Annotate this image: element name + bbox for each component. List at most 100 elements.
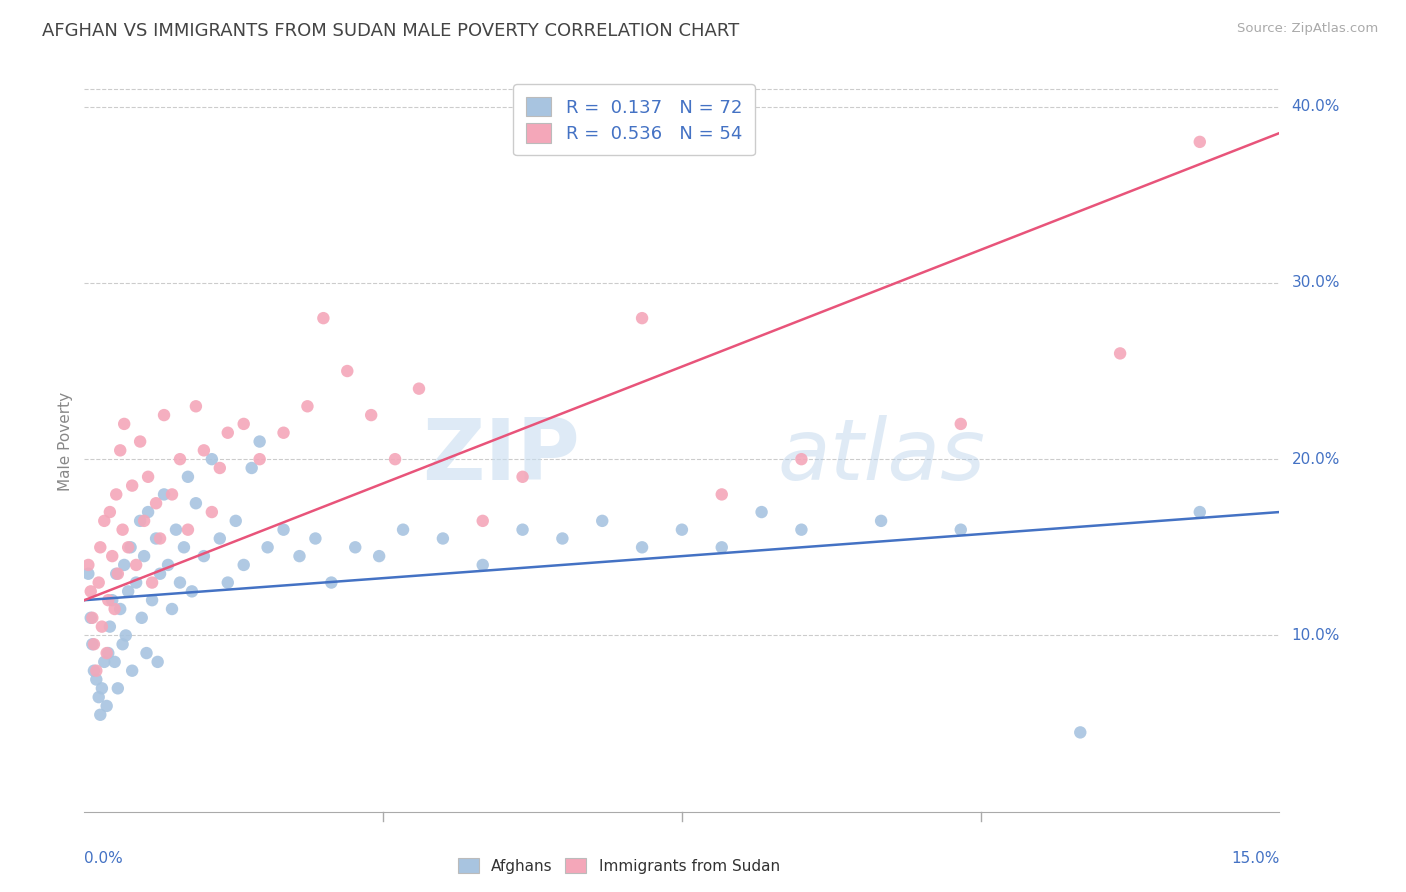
Point [80,584,103,599]
Point [631,311,654,326]
Text: ZIP: ZIP [423,415,581,498]
Point [790,523,813,537]
Point [312,311,335,326]
Point [288,549,311,563]
Point [165,523,187,537]
Point [82,637,104,651]
Point [471,558,494,572]
Point [870,514,893,528]
Point [184,496,207,510]
Text: Source: ZipAtlas.com: Source: ZipAtlas.com [1237,22,1378,36]
Point [256,541,278,555]
Text: 0.0%: 0.0% [84,850,124,865]
Point [90,620,112,634]
Point [149,532,172,546]
Point [77,566,100,581]
Point [249,434,271,449]
Point [177,470,200,484]
Point [471,514,494,528]
Point [1188,505,1211,519]
Point [98,620,121,634]
Point [105,566,128,581]
Point [125,558,148,572]
Point [112,558,135,572]
Point [98,505,121,519]
Point [87,690,110,705]
Point [93,514,115,528]
Point [101,549,124,563]
Point [82,611,104,625]
Point [145,532,167,546]
Point [360,408,382,422]
Point [153,408,176,422]
Text: 20.0%: 20.0% [1292,451,1340,467]
Point [551,532,574,546]
Point [193,443,215,458]
Point [120,541,142,555]
Point [96,646,118,660]
Point [112,417,135,431]
Point [121,478,143,492]
Point [132,549,156,563]
Point [157,558,180,572]
Point [117,541,139,555]
Point [304,532,326,546]
Point [111,523,134,537]
Point [146,655,169,669]
Point [96,698,118,713]
Point [153,487,176,501]
Point [141,575,163,590]
Legend: R =  0.137   N = 72, R =  0.536   N = 54: R = 0.137 N = 72, R = 0.536 N = 54 [513,84,755,155]
Point [710,487,733,501]
Point [232,417,254,431]
Point [240,461,263,475]
Point [107,681,129,696]
Point [321,575,343,590]
Point [217,575,239,590]
Point [77,558,100,572]
Point [208,461,231,475]
Point [80,611,103,625]
Point [86,673,108,687]
Point [131,611,153,625]
Point [111,637,134,651]
Point [125,575,148,590]
Point [184,399,207,413]
Point [710,541,733,555]
Y-axis label: Male Poverty: Male Poverty [58,392,73,491]
Point [232,558,254,572]
Point [135,646,157,660]
Point [145,496,167,510]
Point [110,602,132,616]
Point [336,364,359,378]
Point [273,425,295,440]
Point [591,514,613,528]
Point [129,514,152,528]
Point [408,382,430,396]
Point [141,593,163,607]
Point [631,541,654,555]
Point [104,655,127,669]
Point [160,487,183,501]
Point [136,470,159,484]
Point [93,655,115,669]
Point [1109,346,1132,360]
Point [83,637,105,651]
Point [217,425,239,440]
Point [89,707,111,722]
Point [181,584,204,599]
Point [121,664,143,678]
Point [949,523,972,537]
Point [751,505,773,519]
Point [790,452,813,467]
Text: 40.0%: 40.0% [1292,99,1340,114]
Text: AFGHAN VS IMMIGRANTS FROM SUDAN MALE POVERTY CORRELATION CHART: AFGHAN VS IMMIGRANTS FROM SUDAN MALE POV… [42,22,740,40]
Text: atlas: atlas [778,415,986,498]
Point [169,575,191,590]
Point [136,505,159,519]
Point [671,523,693,537]
Point [169,452,191,467]
Point [149,566,172,581]
Text: 15.0%: 15.0% [1232,850,1279,865]
Point [512,523,534,537]
